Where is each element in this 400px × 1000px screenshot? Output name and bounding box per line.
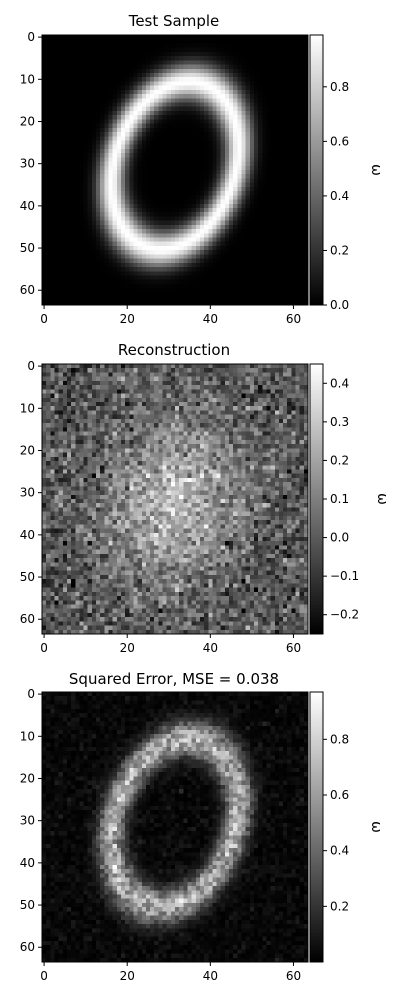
colorbar-tick-label: 0.4 [330,189,349,203]
y-tick-label: 30 [20,157,35,171]
y-tick-label: 50 [20,898,35,912]
axes-frame [41,363,309,635]
y-tick-label: 60 [20,940,35,954]
y-tick-label: 40 [20,199,35,213]
y-ticks: 0 10 20 30 40 50 60 [20,30,42,297]
x-tick-label: 0 [40,641,48,655]
colorbar-tick-label: 0.0 [330,298,349,312]
heatmap-image [42,692,308,962]
x-tick-label: 0 [40,969,48,983]
colorbar-tick-label: 0.8 [330,80,349,94]
colorbar-tick-label: 0.8 [330,732,349,746]
x-tick-label: 20 [120,969,135,983]
colorbar-tick-label: −0.2 [330,608,359,622]
y-tick-label: 0 [27,359,35,373]
x-tick-label: 40 [203,969,218,983]
colorbar-tick-label: −0.1 [330,569,359,583]
panel-squared-error: Squared Error, MSE = 0.038 0 20 40 60 0 10 20… [20,670,384,983]
y-tick-label: 40 [20,856,35,870]
colorbar-tick-label: 0.6 [330,788,349,802]
colorbar-gradient [310,364,323,634]
colorbar-tick-label: 0.6 [330,134,349,148]
y-ticks: 0 10 20 30 40 50 60 [20,359,42,626]
colorbar-frame [309,691,324,963]
y-tick-label: 20 [20,771,35,785]
y-tick-label: 20 [20,443,35,457]
y-tick-label: 10 [20,72,35,86]
heatmap-image [42,35,308,305]
colorbar-label: ω [374,493,390,505]
colorbar-tick-label: 0.1 [330,492,349,506]
colorbar-ticks: 0.0 0.2 0.4 0.6 0.8 [323,80,349,312]
y-tick-label: 30 [20,814,35,828]
heatmap-image [42,364,308,634]
y-tick-label: 30 [20,486,35,500]
panel-reconstruction: Reconstruction 0 20 40 60 0 10 20 30 40 50 60 −0.… [20,341,390,655]
colorbar-tick-label: 0.2 [330,453,349,467]
y-tick-label: 0 [27,687,35,701]
colorbar-label: ω [368,821,384,833]
x-tick-label: 40 [203,312,218,326]
colorbar-gradient [310,35,323,305]
panel-title: Squared Error, MSE = 0.038 [69,670,279,688]
x-tick-label: 60 [286,641,301,655]
axes-frame [41,34,309,306]
y-tick-label: 60 [20,612,35,626]
x-ticks: 0 20 40 60 [40,962,301,983]
panel-test-sample: Test Sample 0 20 40 60 0 10 20 30 40 50 60 0.0 0.2… [20,12,384,326]
colorbar-tick-label: 0.0 [330,531,349,545]
colorbar-tick-label: 0.2 [330,243,349,257]
colorbar-tick-label: 0.2 [330,899,349,913]
x-tick-label: 20 [120,641,135,655]
colorbar-tick-label: 0.3 [330,415,349,429]
colorbar-tick-label: 0.4 [330,844,349,858]
y-tick-label: 20 [20,114,35,128]
x-tick-label: 60 [286,969,301,983]
y-tick-label: 60 [20,283,35,297]
y-tick-label: 10 [20,401,35,415]
y-tick-label: 40 [20,528,35,542]
colorbar-ticks: −0.2 −0.1 0.0 0.1 0.2 0.3 0.4 [323,376,359,622]
colorbar-gradient [310,692,323,962]
y-tick-label: 50 [20,241,35,255]
x-tick-label: 20 [120,312,135,326]
x-tick-label: 40 [203,641,218,655]
x-ticks: 0 20 40 60 [40,305,301,326]
y-tick-label: 50 [20,570,35,584]
x-ticks: 0 20 40 60 [40,634,301,655]
y-tick-label: 10 [20,729,35,743]
colorbar-label: ω [368,164,384,176]
y-tick-label: 0 [27,30,35,44]
y-ticks: 0 10 20 30 40 50 60 [20,687,42,954]
panel-title: Test Sample [128,12,220,30]
x-tick-label: 0 [40,312,48,326]
colorbar-ticks: 0.2 0.4 0.6 0.8 [323,732,349,913]
colorbar-frame [309,34,324,306]
colorbar-tick-label: 0.4 [330,376,349,390]
x-tick-label: 60 [286,312,301,326]
axes-frame [41,691,309,963]
panel-title: Reconstruction [118,341,230,359]
